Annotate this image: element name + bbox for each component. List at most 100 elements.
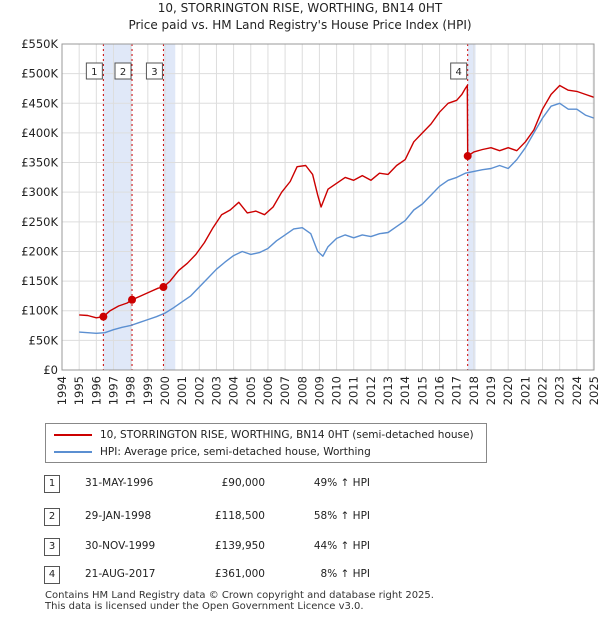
y-tick-label: £150K — [21, 274, 58, 288]
x-tick-label: 2020 — [501, 376, 515, 405]
x-tick-label: 2010 — [330, 376, 344, 405]
x-tick-label: 2008 — [295, 376, 309, 405]
transaction-hpi: 49% ↑ HPI — [313, 477, 370, 489]
shaded-ranges — [103, 44, 594, 370]
x-tick-label: 1998 — [124, 376, 138, 405]
y-tick-label: £50K — [29, 333, 59, 347]
transaction-price: £118,500 — [214, 510, 265, 522]
transaction-price: £90,000 — [221, 477, 265, 489]
transaction-date: 30-NOV-1999 — [85, 540, 156, 552]
transaction-date: 29-JAN-1998 — [85, 510, 152, 522]
transaction-date: 31-MAY-1996 — [85, 477, 154, 489]
y-tick-label: £550K — [21, 37, 58, 51]
sale-label-box — [85, 62, 103, 80]
x-tick-label: 2006 — [261, 376, 275, 405]
sale-label-box — [114, 62, 132, 80]
x-tick-label: 2003 — [209, 376, 223, 405]
y-tick-label: £350K — [21, 156, 58, 170]
legend-swatch-property — [54, 434, 92, 436]
transaction-hpi: 58% ↑ HPI — [313, 510, 370, 522]
x-tick-label: 2005 — [244, 376, 258, 405]
y-tick-label: £250K — [21, 215, 58, 229]
x-tick-label: 2019 — [484, 376, 498, 405]
sale-label: 2 — [114, 62, 132, 80]
plot-border — [61, 43, 595, 371]
transaction-date: 21-AUG-2017 — [85, 568, 156, 580]
sale-label-text: 3 — [151, 67, 157, 78]
shaded-range — [467, 44, 476, 370]
sale-points — [99, 152, 472, 321]
sale-label-text: 4 — [456, 67, 462, 78]
legend: 10, STORRINGTON RISE, WORTHING, BN14 0HT… — [45, 423, 487, 463]
table-row: 3 30-NOV-1999 £139,950 44% ↑ HPI — [0, 538, 600, 558]
x-tick-label: 2002 — [192, 376, 206, 405]
x-tick-label: 2001 — [175, 376, 189, 405]
x-tick-label: 1994 — [55, 376, 69, 405]
hpi-line — [79, 102, 595, 334]
transaction-number: 3 — [44, 538, 60, 556]
x-tick-label: 1999 — [141, 376, 155, 405]
x-tick-label: 2011 — [347, 376, 361, 405]
sale-label-text: 2 — [120, 67, 126, 78]
x-tick-label: 2013 — [381, 376, 395, 405]
sale-label: 4 — [450, 62, 468, 80]
sale-point — [99, 312, 108, 321]
sale-point — [128, 295, 137, 304]
sale-label: 1 — [85, 62, 103, 80]
sale-point — [463, 152, 472, 161]
legend-item-property: 10, STORRINGTON RISE, WORTHING, BN14 0HT… — [54, 427, 474, 443]
transaction-number: 2 — [44, 508, 60, 526]
y-tick-label: £200K — [21, 244, 58, 258]
legend-swatch-hpi — [54, 451, 92, 453]
x-tick-label: 2014 — [398, 376, 412, 405]
sale-label-box — [145, 62, 163, 80]
x-tick-label: 2000 — [158, 376, 172, 405]
transaction-number: 1 — [44, 475, 60, 493]
axes: £0 £50K £100K £150K £200K £250K £300K £350K £400… — [21, 37, 600, 405]
future-region — [592, 44, 594, 370]
x-tick-label: 2025 — [587, 376, 600, 405]
x-tick-label: 2022 — [536, 376, 550, 405]
transaction-price: £361,000 — [214, 568, 265, 580]
footer: Contains HM Land Registry data © Crown c… — [45, 590, 434, 612]
sale-labels: 1 2 3 4 — [85, 62, 468, 80]
x-tick-label: 2018 — [467, 376, 481, 405]
sale-label-text: 1 — [91, 67, 97, 78]
chart-title: 10, STORRINGTON RISE, WORTHING, BN14 0HT — [158, 1, 443, 15]
x-tick-label: 1996 — [89, 376, 103, 405]
x-tick-label: 2016 — [433, 376, 447, 405]
chart-subtitle: Price paid vs. HM Land Registry's House … — [128, 18, 471, 32]
y-tick-label: £100K — [21, 304, 58, 318]
x-tick-label: 2012 — [364, 376, 378, 405]
legend-item-hpi: HPI: Average price, semi-detached house,… — [54, 444, 371, 460]
x-tick-label: 2024 — [570, 376, 584, 405]
footer-licence: This data is licensed under the Open Gov… — [45, 601, 364, 612]
table-row: 4 21-AUG-2017 £361,000 8% ↑ HPI — [0, 566, 600, 586]
x-tick-label: 2004 — [227, 376, 241, 405]
y-tick-label: £400K — [21, 126, 58, 140]
shaded-range — [163, 44, 176, 370]
transaction-hpi: 44% ↑ HPI — [313, 540, 370, 552]
x-tick-label: 2023 — [553, 376, 567, 405]
transaction-hpi: 8% ↑ HPI — [320, 568, 370, 580]
x-tick-label: 2015 — [415, 376, 429, 405]
sale-label-box — [450, 62, 468, 80]
table-row: 2 29-JAN-1998 £118,500 58% ↑ HPI — [0, 508, 600, 528]
y-tick-label: £0 — [43, 363, 58, 377]
x-tick-label: 2009 — [312, 376, 326, 405]
sale-point — [159, 283, 168, 292]
x-tick-label: 1995 — [72, 376, 86, 405]
x-tick-label: 2021 — [518, 376, 532, 405]
table-row: 1 31-MAY-1996 £90,000 49% ↑ HPI — [0, 475, 600, 495]
sale-label: 3 — [145, 62, 163, 80]
legend-label-hpi: HPI: Average price, semi-detached house,… — [100, 446, 371, 458]
price-chart: 10, STORRINGTON RISE, WORTHING, BN14 0HT… — [21, 1, 600, 405]
legend-label-property: 10, STORRINGTON RISE, WORTHING, BN14 0HT… — [100, 429, 474, 441]
y-tick-label: £300K — [21, 185, 58, 199]
transaction-number: 4 — [44, 566, 60, 584]
footer-copyright: Contains HM Land Registry data © Crown c… — [45, 590, 434, 601]
shaded-range — [103, 44, 133, 370]
x-tick-label: 2017 — [450, 376, 464, 405]
x-tick-label: 2007 — [278, 376, 292, 405]
y-tick-label: £500K — [21, 67, 58, 81]
